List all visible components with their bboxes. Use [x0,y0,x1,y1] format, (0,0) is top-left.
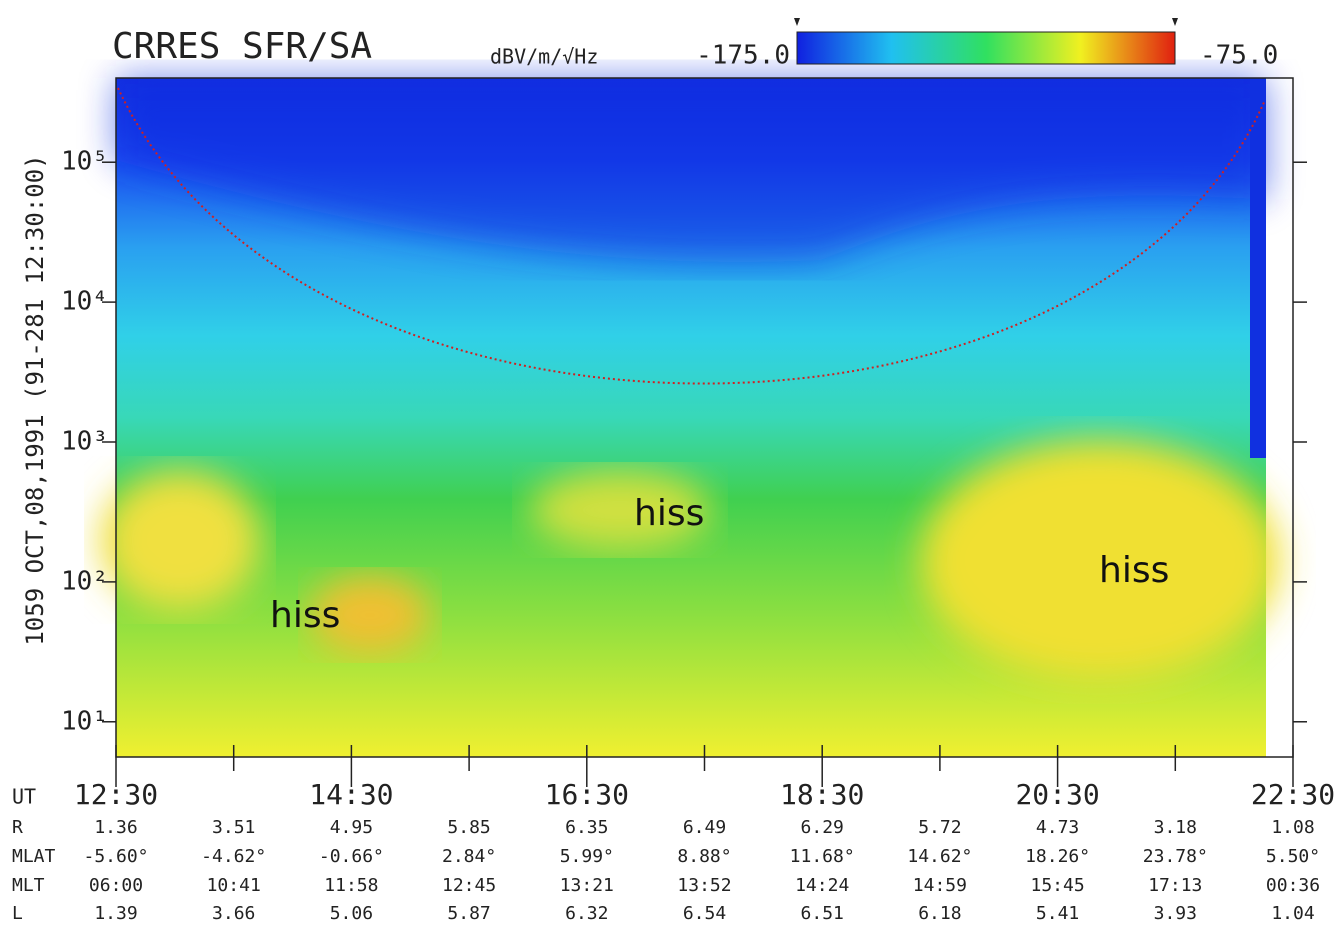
table-cell: 5.41 [1036,903,1079,924]
table-cell: 15:45 [1031,875,1085,896]
row-label: MLT [12,875,45,896]
table-cell: 6.51 [801,903,844,924]
x-tick-label: 18:30 [780,778,864,811]
table-cell: 10:41 [207,875,261,896]
chart: CRRES SFR/SA dBV/m/√Hz 1059 OCT,08,1991 … [0,0,1336,926]
colorbar-unit: dBV/m/√Hz [490,45,598,69]
intensity-blob [100,470,260,610]
table-cell: 3.51 [212,817,255,838]
table-cell: 13:52 [677,875,731,896]
x-tick-label: 16:30 [545,778,629,811]
table-cell: 6.32 [565,903,608,924]
table-cell: 5.87 [447,903,490,924]
y-tick-label: 10⁵ [61,147,108,177]
x-tick-label: 14:30 [309,778,393,811]
table-cell: 6.35 [565,817,608,838]
colorbar-tick [1172,18,1178,26]
table-cell: -5.60° [83,846,148,867]
annotation: hiss [634,493,704,534]
row-label: L [12,903,23,924]
table-cell: 12:45 [442,875,496,896]
table-cell: 5.50° [1266,846,1320,867]
table-cell: 06:00 [89,875,143,896]
table-cell: 13:21 [560,875,614,896]
table-cell: 23.78° [1143,846,1208,867]
y-tick-label: 10¹ [61,706,108,736]
y-tick-label: 10⁴ [61,287,108,317]
table-cell: 5.85 [447,817,490,838]
table-cell: 3.66 [212,903,255,924]
x-tick-label: 22:30 [1251,778,1335,811]
table-cell: 00:36 [1266,875,1320,896]
table-cell: 18.26° [1025,846,1090,867]
x-tick-label: 12:30 [74,778,158,811]
edge-band [1250,78,1266,458]
table-cell: 3.18 [1154,817,1197,838]
table-cell: 3.93 [1154,903,1197,924]
x-axis-label: UT [12,785,36,809]
chart-title: CRRES SFR/SA [112,26,372,67]
table-cell: 11:58 [324,875,378,896]
row-label: R [12,817,23,838]
table-cell: 4.73 [1036,817,1079,838]
table-cell: 4.95 [330,817,373,838]
y-tick-label: 10³ [61,426,108,456]
table-cell: 5.99° [560,846,614,867]
table-cell: 17:13 [1148,875,1202,896]
table-cell: 5.72 [918,817,961,838]
colorbar-tick-label: -175.0 [696,41,790,71]
table-cell: 6.29 [801,817,844,838]
table-cell: 2.84° [442,846,496,867]
y-axis-label: 1059 OCT,08,1991 (91-281 12:30:00) [21,154,49,645]
annotation: hiss [270,595,340,636]
annotation: hiss [1099,550,1169,591]
row-label: MLAT [12,846,56,867]
table-cell: 6.49 [683,817,726,838]
colorbar [797,32,1175,64]
colorbar-tick [794,18,800,26]
table-cell: 11.68° [790,846,855,867]
table-cell: -4.62° [201,846,266,867]
x-tick-label: 20:30 [1015,778,1099,811]
table-cell: 14:24 [795,875,849,896]
y-tick-label: 10² [61,566,108,596]
table-cell: 5.06 [330,903,373,924]
table-cell: 8.88° [677,846,731,867]
table-cell: 1.08 [1271,817,1314,838]
table-cell: 6.54 [683,903,726,924]
table-cell: 14:59 [913,875,967,896]
table-cell: 6.18 [918,903,961,924]
table-cell: 1.36 [94,817,137,838]
table-cell: 14.62° [907,846,972,867]
colorbar-tick-label: -75.0 [1200,41,1278,71]
table-cell: 1.39 [94,903,137,924]
table-cell: -0.66° [319,846,384,867]
table-cell: 1.04 [1271,903,1314,924]
spectrogram [100,78,1280,757]
